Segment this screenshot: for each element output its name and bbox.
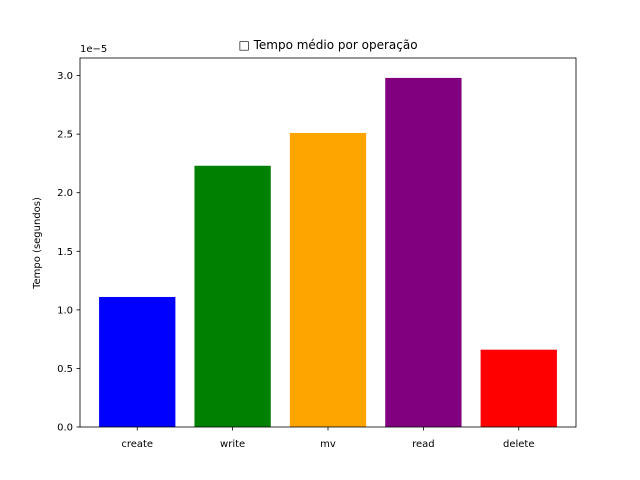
bar-read — [385, 77, 462, 428]
x-tick-label: read — [412, 439, 435, 450]
bar-mv — [289, 132, 367, 427]
x-axis-ticks: create write mv read delete — [121, 427, 535, 450]
chart-title: □ Tempo médio por operação — [238, 38, 417, 52]
y-tick-label: 0.0 — [57, 423, 73, 434]
bar-delete — [480, 349, 557, 427]
y-axis-ticks: 0.0 0.5 1.0 1.5 2.0 2.5 3.0 — [57, 71, 80, 434]
x-tick-label: write — [220, 439, 245, 450]
y-tick-label: 3.0 — [57, 71, 73, 82]
y-tick-label: 0.5 — [57, 364, 73, 375]
x-tick-label: delete — [503, 439, 535, 450]
y-tick-label: 2.5 — [57, 130, 73, 141]
bar-create — [99, 296, 176, 427]
plot-area-frame — [79, 57, 577, 428]
x-tick-label: create — [121, 439, 153, 450]
y-tick-label: 1.5 — [57, 247, 73, 258]
y-tick-label: 1.0 — [57, 305, 73, 316]
y-axis-label: Tempo (segundos) — [32, 197, 43, 290]
y-axis-offset-label: 1e−5 — [80, 44, 107, 55]
x-tick-label: mv — [320, 439, 336, 450]
bars-group — [99, 77, 557, 428]
y-tick-label: 2.0 — [57, 188, 73, 199]
bar-write — [194, 165, 271, 427]
